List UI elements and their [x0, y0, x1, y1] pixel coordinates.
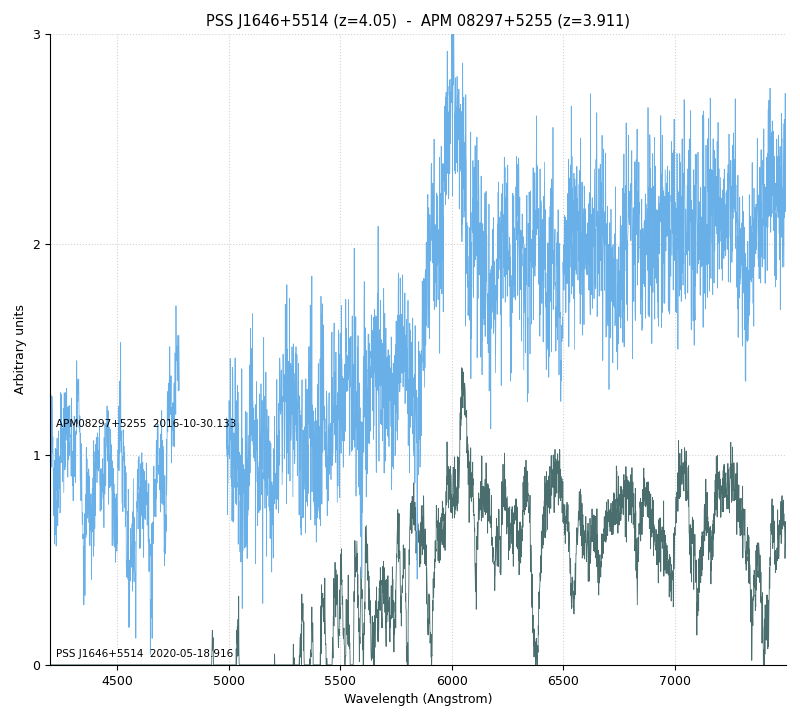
X-axis label: Wavelength (Angstrom): Wavelength (Angstrom): [344, 693, 492, 706]
Y-axis label: Arbitrary units: Arbitrary units: [14, 305, 27, 395]
Text: PSS J1646+5514  2020-05-18.916: PSS J1646+5514 2020-05-18.916: [56, 649, 233, 659]
Text: APM08297+5255  2016-10-30.133: APM08297+5255 2016-10-30.133: [56, 420, 236, 429]
Title: PSS J1646+5514 (z=4.05)  -  APM 08297+5255 (z=3.911): PSS J1646+5514 (z=4.05) - APM 08297+5255…: [206, 14, 630, 29]
